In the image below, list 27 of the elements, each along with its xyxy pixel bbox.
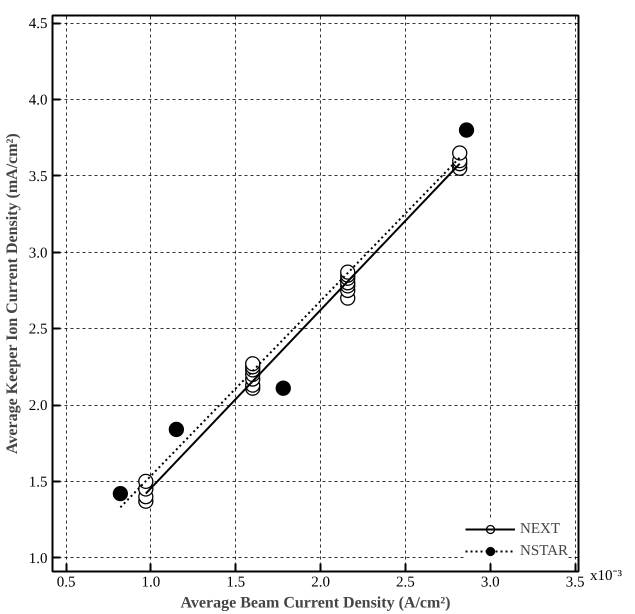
point — [452, 145, 468, 161]
x-tick-label: 0.5 — [56, 574, 76, 590]
y-tick-label: 4.5 — [28, 16, 48, 32]
text: x10⁻³ — [590, 567, 622, 586]
legend-label: NEXT — [520, 520, 560, 538]
x-axis-title: Average Beam Current Density (A/cm²) — [180, 594, 450, 612]
x-tick-label: 3.0 — [480, 574, 500, 590]
point — [168, 422, 184, 438]
y-tick-label: 2.0 — [28, 398, 48, 414]
y-tick-label: 3.5 — [28, 168, 48, 185]
point — [276, 380, 291, 396]
point — [458, 122, 474, 138]
y-tick-label: 1.0 — [28, 550, 48, 567]
y-axis-title: Average Keeper Ion Current Density (mA/cm²) — [4, 133, 21, 454]
point — [245, 356, 260, 372]
y-tick-label: 3.0 — [28, 245, 48, 262]
y-tick-label: 1.5 — [28, 474, 48, 490]
y-tick-label: 4.0 — [28, 92, 48, 109]
y-tick-label: 2.5 — [28, 322, 48, 338]
x-tick-label: 3.5 — [566, 574, 584, 590]
x-tick-label: 2.0 — [311, 574, 330, 590]
x-tick-label: 2.5 — [396, 574, 415, 590]
x-tick-label: 1.5 — [226, 574, 246, 590]
point — [112, 486, 128, 502]
legend-label: NSTAR — [520, 542, 568, 560]
point — [138, 474, 154, 490]
x-tick-label: 1.0 — [142, 574, 160, 590]
